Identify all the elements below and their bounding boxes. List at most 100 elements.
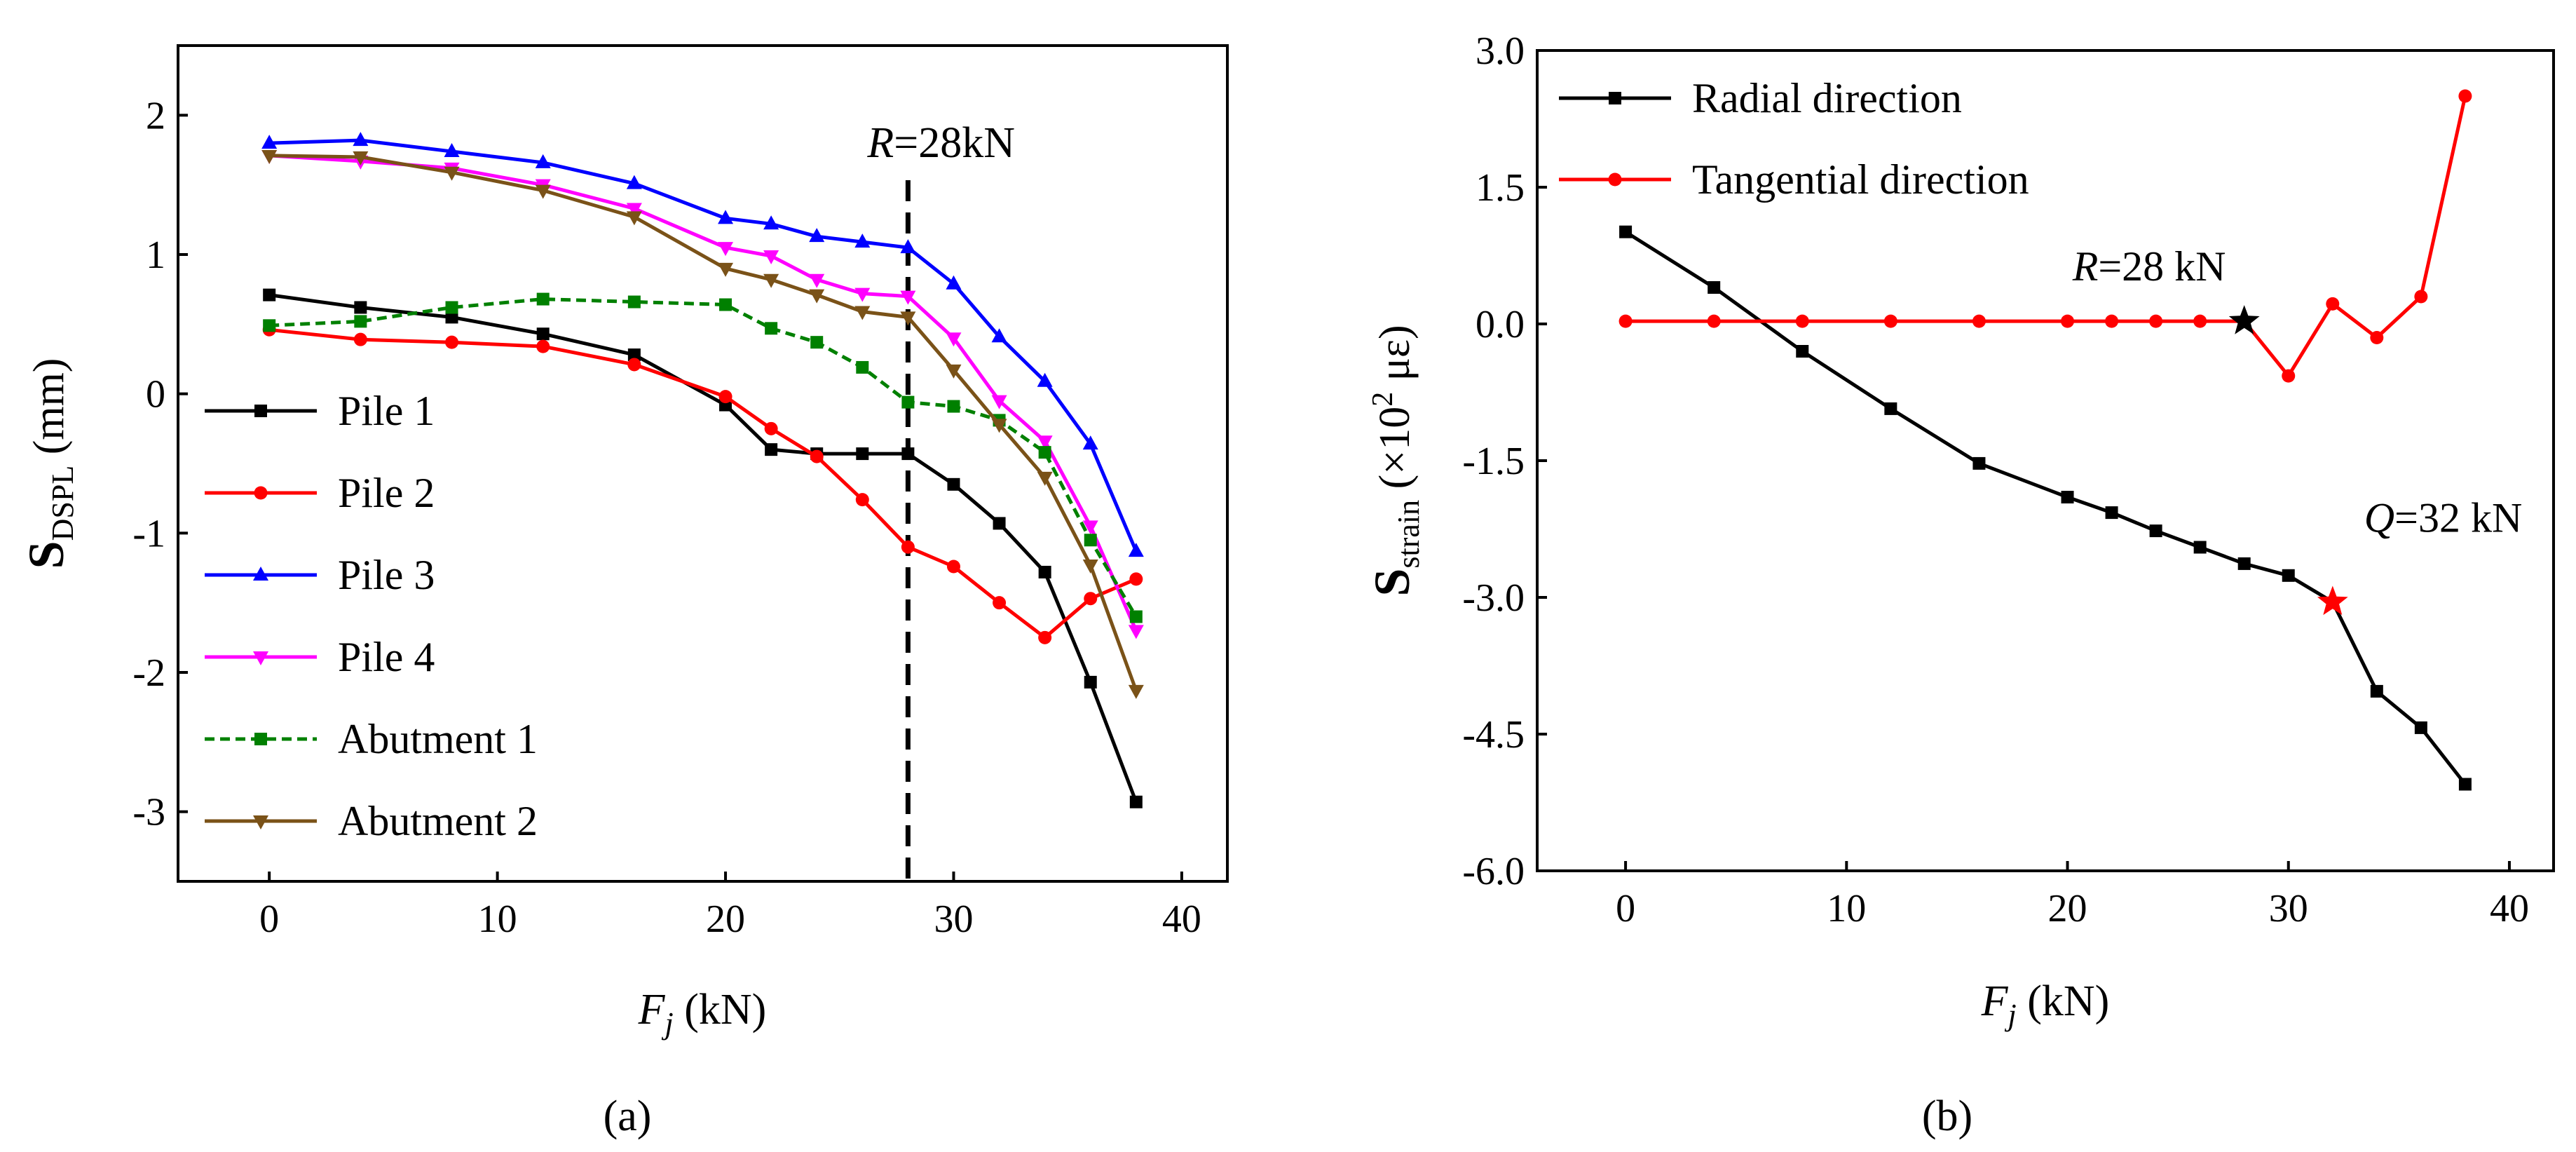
data-point-abutment-2 [1082,560,1098,574]
data-point-abutment-2 [626,211,642,226]
data-point-pile-4 [763,250,779,264]
data-point-radial-direction [2237,557,2251,570]
x-tick-label: 30 [934,897,973,941]
data-point-radial-direction [1619,225,1633,238]
data-point-pile-1 [445,311,458,324]
y-tick-label: 0.0 [1476,303,1525,346]
data-point-tangential-direction [2149,314,2163,328]
data-point-pile-1 [1038,565,1051,578]
data-point-pile-2 [1084,592,1098,606]
data-point-pile-3 [353,132,369,147]
data-point-radial-direction [1884,402,1897,415]
x-tick-label: 20 [706,897,745,941]
panel-b-label: (b) [1922,1092,1972,1140]
data-point-pile-2 [946,560,960,574]
data-point-tangential-direction [1883,314,1897,328]
data-point-radial-direction [2149,524,2162,538]
legend-label-tangential-direction: Tangential direction [1692,156,2029,203]
legend-label-pile-1: Pile 1 [338,388,435,434]
data-point-radial-direction [2061,491,2074,503]
legend-label-pile-2: Pile 2 [338,470,435,516]
data-point-pile-3 [854,233,871,248]
data-point-pile-4 [626,203,642,217]
y-tick-label: -3.0 [1462,576,1525,620]
data-point-abutment-2 [763,273,779,288]
data-point-radial-direction [2414,721,2427,734]
data-point-pile-3 [535,154,551,168]
data-point-radial-direction [1796,345,1809,358]
data-point-pile-3 [718,210,734,224]
x-tick-label: 40 [2490,887,2529,930]
data-point-pile-3 [444,142,460,157]
data-point-abutment-1 [445,301,458,314]
data-point-radial-direction [2458,778,2472,791]
data-point-tangential-direction [1618,314,1633,328]
data-point-abutment-1 [947,400,960,413]
data-point-abutment-2 [718,262,734,277]
panel-b-chart: 0 10 20 30 40 -6.0 -4.5 -3.0 -1.5 0.0 1.5 3.0 R=28 … [1364,29,2555,1140]
data-point-abutment-1 [354,315,367,328]
data-point-pile-4 [1037,435,1053,450]
data-point-pile-1 [901,447,915,461]
data-point-pile-3 [809,228,825,243]
y-tick-label: -1 [132,512,165,555]
data-point-pile-1 [354,301,367,314]
panel-a-x-axis-label: Fj (kN) [638,986,767,1041]
panel-a-label: (a) [604,1092,652,1140]
panel-b-plot-frame [1536,49,2555,872]
data-point-pile-3 [1128,543,1144,557]
data-point-pile-1 [993,517,1006,530]
data-point-pile-2 [627,358,641,372]
data-point-pile-1 [856,447,869,461]
data-point-pile-3 [1082,435,1098,450]
panel-b-ticks: 0 10 20 30 40 -6.0 -4.5 -3.0 -1.5 0.0 1.5 3.0 [1462,29,2529,930]
data-point-tangential-direction [2414,290,2428,304]
panel-b-annotations: R=28 kN Q=32 kN [2072,243,2523,616]
data-point-pile-2 [764,421,778,435]
y-tick-label: 1 [146,233,165,277]
data-point-pile-3 [946,275,962,290]
data-point-pile-2 [536,339,550,353]
data-point-abutment-2 [1128,684,1144,699]
data-point-abutment-2 [261,149,278,164]
data-point-tangential-direction [1795,314,1809,328]
x-tick-label: 0 [259,897,279,941]
data-point-pile-1 [627,348,641,362]
data-point-pile-1 [1129,795,1143,808]
data-point-abutment-2 [353,151,369,165]
data-point-pile-2 [1129,572,1143,586]
x-tick-label: 20 [2048,887,2087,930]
data-point-abutment-2 [1037,471,1053,486]
data-point-radial-direction [2105,506,2118,520]
data-point-radial-direction [2282,569,2295,582]
x-tick-label: 10 [478,897,517,941]
annotation-label-rest: =32 kN [2394,495,2522,541]
reference-line-label-var: R [866,119,894,167]
legend-marker-pile-1 [254,405,267,417]
annotation-star-q [2317,585,2348,616]
annotation-label-q: Q=32 kN [2364,495,2523,541]
data-point-pile-3 [261,135,278,149]
legend-label-radial-direction: Radial direction [1692,75,1962,121]
data-point-tangential-direction [1707,314,1721,328]
data-point-pile-3 [763,215,779,230]
x-tick-label: 30 [2269,887,2308,930]
y-tick-label: 1.5 [1476,166,1525,210]
data-point-abutment-1 [719,298,732,311]
reference-line-label: R=28kN [866,119,1015,167]
panel-a-series [261,132,1144,808]
annotation-star-r [2228,305,2260,334]
panel-a-ticks: 0 10 20 30 40 -3 -2 -1 0 1 2 [132,94,1201,941]
data-point-pile-4 [991,395,1007,409]
data-point-pile-2 [901,540,915,554]
data-point-pile-4 [900,290,916,305]
legend-label-pile-3: Pile 3 [338,552,435,598]
data-point-pile-4 [854,287,871,302]
legend-marker-pile-3 [253,567,268,581]
data-point-pile-4 [718,242,734,257]
legend-marker-radial-direction [1609,92,1621,104]
annotation-label-var: Q [2364,495,2394,541]
y-tick-label: -2 [132,651,165,695]
data-point-pile-3 [991,328,1007,343]
